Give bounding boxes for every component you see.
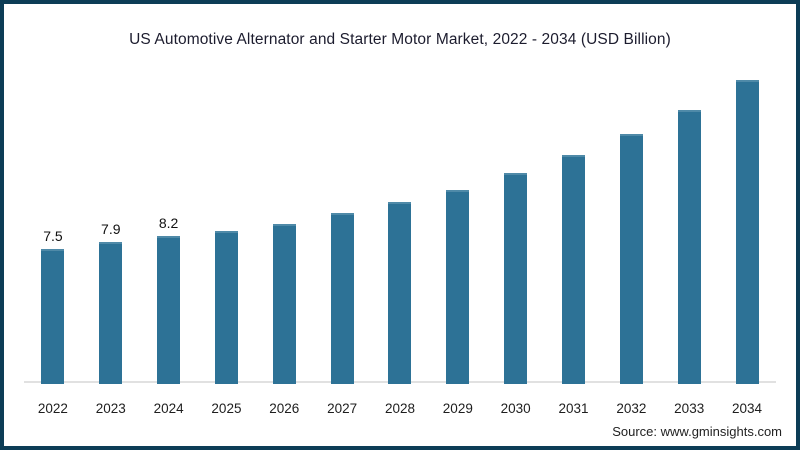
bar-2025 [214,231,238,384]
x-tick-label-2031: 2031 [558,401,589,416]
bar-2033 [677,110,701,384]
bar-column-2034 [718,79,776,384]
bar-2027 [330,213,354,384]
bar-column-2024: 8.2 [140,215,198,384]
bar-value-label-2023: 7.9 [101,220,121,237]
bar-2032 [619,133,643,384]
bar-2034 [735,79,759,384]
bar-column-2031 [545,155,603,384]
bar-column-2023: 7.9 [82,221,140,384]
bar-column-2033 [660,110,718,384]
bars-container: 7.5 7.9 8.2 [24,67,776,384]
bar-column-2025 [198,231,256,384]
x-tick-label-2023: 2023 [95,401,126,416]
bar-column-2022: 7.5 [24,228,82,384]
bar-2026 [272,223,296,384]
plot-area: 7.5 7.9 8.2 [24,67,776,384]
bar-value-label-2024: 8.2 [158,215,179,232]
source-text: Source: www.gminsights.com [612,424,782,439]
x-axis-tick-labels: 2022 2023 2024 2025 2026 2027 2028 2029 2030 2031… [24,401,776,416]
x-tick-label-2028: 2028 [384,401,415,416]
bar-2031 [562,155,586,384]
x-tick-label-2027: 2027 [327,401,358,416]
bar-2029 [446,189,470,384]
bar-column-2027 [313,213,371,384]
chart-title: US Automotive Alternator and Starter Mot… [129,31,671,48]
x-tick-label-2034: 2034 [732,401,763,416]
bar-2030 [504,173,528,384]
x-tick-label-2030: 2030 [500,401,531,416]
bar-column-2032 [602,133,660,384]
bar-column-2026 [255,223,313,384]
x-tick-label-2033: 2033 [674,401,705,416]
bar-value-label-2022: 7.5 [43,228,63,244]
bar-column-2030 [487,173,545,384]
x-tick-label-2032: 2032 [616,401,647,416]
x-tick-label-2029: 2029 [442,401,473,416]
bar-2023 [99,241,123,384]
bar-column-2029 [429,189,487,384]
x-tick-label-2026: 2026 [269,401,300,416]
x-tick-label-2022: 2022 [37,401,68,416]
bar-2028 [388,202,412,384]
bar-column-2028 [371,202,429,384]
x-tick-label-2024: 2024 [153,401,184,416]
bar-2022 [41,249,65,384]
x-tick-label-2025: 2025 [211,401,242,416]
bar-2024 [157,236,181,384]
